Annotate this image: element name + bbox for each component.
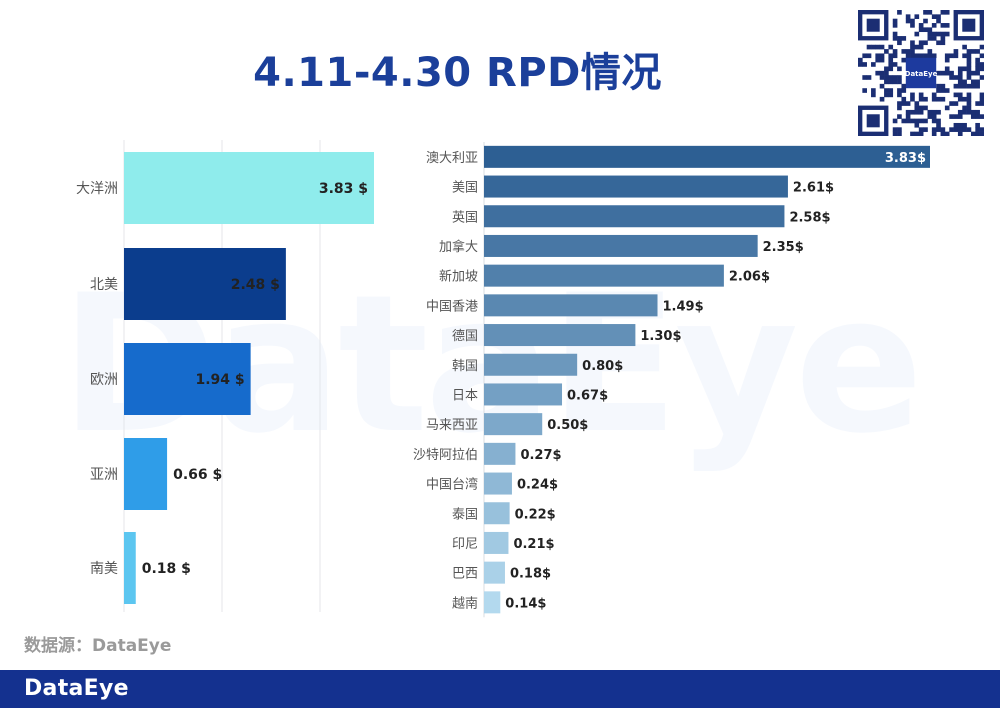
category-label: 美国 [452,181,478,196]
data-label: 0.50$ [547,418,588,433]
category-label: 中国香港 [426,299,478,314]
data-label: 2.58$ [789,210,830,225]
data-label: 0.22$ [515,507,556,522]
category-label: 新加坡 [439,269,478,285]
category-label: 中国台湾 [426,477,478,493]
bar-5 [124,532,136,604]
data-label: 0.80$ [582,359,623,374]
bar-3 [124,343,251,415]
qr-center-label: DataEye [905,70,938,78]
bar-4 [484,234,758,257]
category-label: 英国 [452,210,478,225]
data-label: 2.06$ [729,270,770,285]
data-label: 2.48 $ [231,277,280,293]
qr-center-logo [905,57,937,89]
data-label: 0.14$ [505,596,546,611]
category-label: 澳大利亚 [426,150,478,166]
data-label: 0.67$ [567,388,608,403]
bar-6 [484,294,658,317]
category-label: 沙特阿拉伯 [413,448,478,463]
data-label: 1.49$ [663,299,704,314]
bar-3 [484,205,785,228]
data-label: 2.35$ [763,240,804,255]
bar-4 [124,438,168,510]
data-label: 1.30$ [640,329,681,344]
category-label: 韩国 [452,359,478,374]
data-label: 2.61$ [793,181,834,196]
category-label: 印尼 [452,537,478,552]
data-label: 3.83$ [885,151,926,166]
data-label: 0.18 $ [142,561,191,577]
data-label: 3.83 $ [319,181,368,197]
page-title: 4.11-4.30 RPD情况 [253,50,662,96]
category-label: 巴西 [452,567,478,582]
bar-7 [484,324,636,347]
data-label: 0.24$ [517,478,558,493]
bar-14 [484,531,509,554]
bar-5 [484,264,724,287]
category-label: 北美 [90,277,118,293]
bar-10 [484,413,543,436]
qr-code-icon[interactable]: DataEye [858,10,984,136]
data-label: 0.18$ [510,567,551,582]
data-label: 0.66 $ [173,467,222,483]
footer-brand-logo[interactable]: DataEye [24,676,129,701]
bar-8 [484,353,578,376]
category-label: 越南 [452,595,478,611]
data-label: 0.21$ [513,537,554,552]
bar-12 [484,472,512,495]
category-label: 德国 [452,329,478,344]
category-label: 加拿大 [439,239,478,255]
bar-1 [484,145,930,168]
bar-11 [484,442,516,465]
bar-2 [124,248,286,320]
bar-9 [484,383,563,406]
data-label: 0.27$ [520,448,561,463]
data-source-label: 数据源：DataEye [24,636,172,656]
bar-13 [484,502,510,525]
bar-15 [484,561,505,584]
category-label: 日本 [452,388,478,403]
bar-1 [124,152,374,224]
bar-16 [484,591,501,614]
footer-bar: DataEye [0,670,1000,708]
category-label: 马来西亚 [426,418,478,433]
data-label: 1.94 $ [195,372,244,388]
category-label: 亚洲 [90,467,118,483]
bar-2 [484,175,788,198]
category-label: 南美 [90,561,118,577]
category-label: 大洋洲 [76,181,118,197]
category-label: 泰国 [452,507,478,522]
category-label: 欧洲 [90,372,118,388]
